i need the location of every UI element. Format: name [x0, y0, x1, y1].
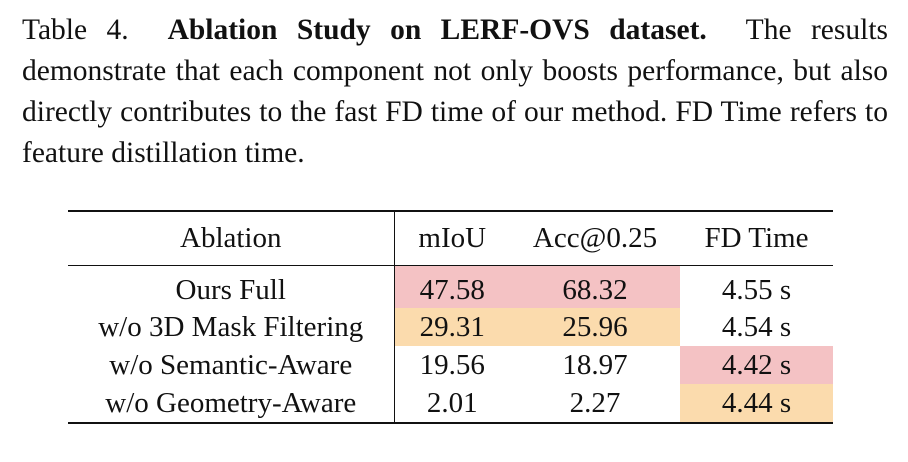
caption-text: The results demonstrate that each compon… [22, 14, 888, 169]
header-fd-time: FD Time [680, 210, 833, 266]
table-header-row: Ablation mIoU Acc@0.25 FD Time [68, 210, 833, 266]
cell-acc: 18.97 [562, 349, 628, 381]
cell-fd-time: 4.42 s [680, 346, 833, 384]
ablation-table: Ablation mIoU Acc@0.25 FD Time Ours Full… [68, 210, 833, 424]
cell-miou: 29.31 [394, 308, 510, 346]
cell-ablation: w/o 3D Mask Filtering [68, 308, 395, 346]
cell-acc: 2.27 [510, 384, 680, 424]
caption-label: Table 4. [22, 14, 129, 46]
cell-ablation: w/o Geometry-Aware [68, 384, 395, 424]
cell-miou: 19.56 [419, 349, 485, 381]
cell-acc: 25.96 [510, 308, 680, 346]
table-row: Ours Full 47.58 68.32 4.55 s [68, 265, 833, 308]
cell-miou: 47.58 [394, 265, 510, 308]
table-row: w/o 3D Mask Filtering 29.31 25.96 4.54 s [68, 308, 833, 346]
cell-fd-time: 4.44 s [680, 384, 833, 424]
cell-fd-time: 4.55 s [721, 274, 792, 306]
cell-miou: 2.01 [394, 384, 510, 424]
cell-ablation: w/o Semantic-Aware [68, 346, 395, 384]
table-row: w/o Geometry-Aware 2.01 2.27 4.44 s [68, 384, 833, 424]
table-row: w/o Semantic-Aware 19.56 18.97 4.42 s [68, 346, 833, 384]
cell-acc: 68.32 [510, 265, 680, 308]
cell-ablation: Ours Full [68, 265, 395, 308]
header-ablation: Ablation [68, 210, 395, 266]
caption-title: Ablation Study on LERF-OVS dataset. [167, 14, 707, 46]
table-caption: Table 4. Ablation Study on LERF-OVS data… [22, 10, 888, 174]
header-acc: Acc@0.25 [510, 210, 680, 266]
header-miou: mIoU [394, 210, 510, 266]
cell-fd-time: 4.54 s [721, 311, 792, 343]
